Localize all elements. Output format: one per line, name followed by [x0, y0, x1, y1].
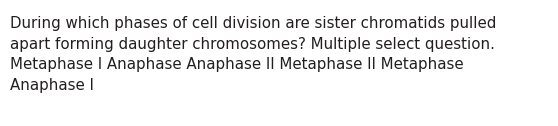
Text: During which phases of cell division are sister chromatids pulled
apart forming : During which phases of cell division are…: [10, 16, 497, 93]
